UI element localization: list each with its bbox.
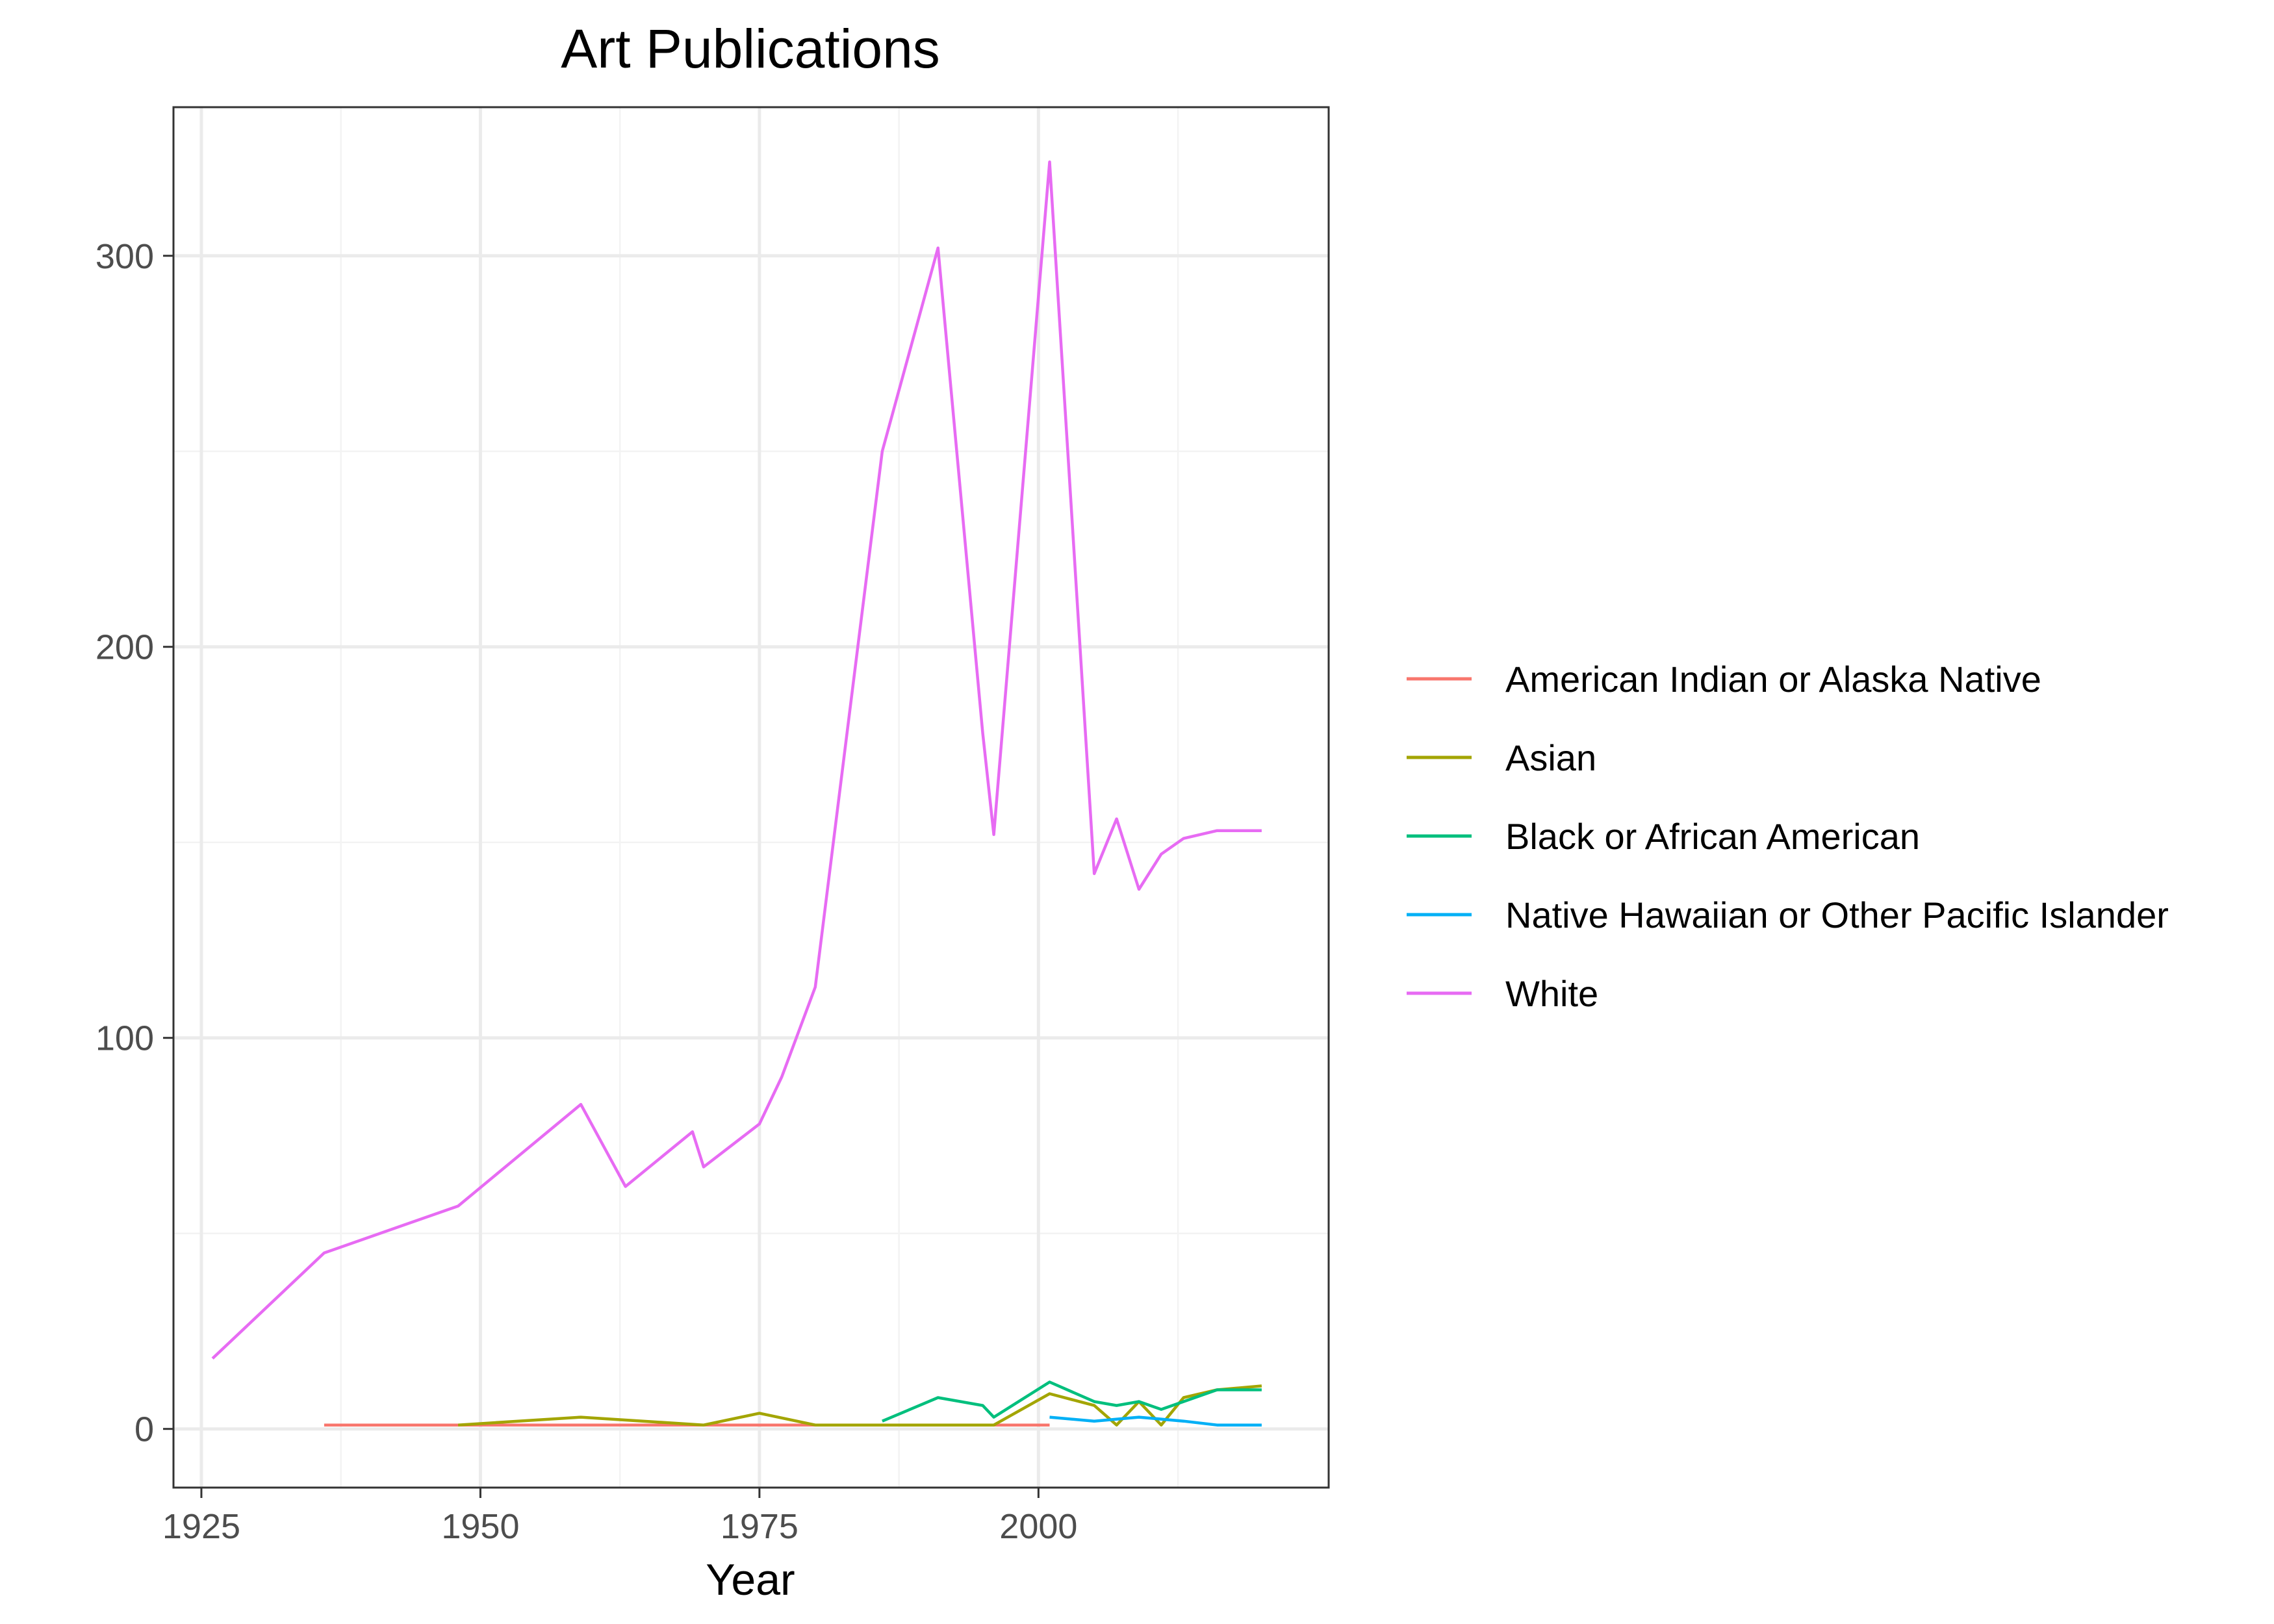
plot-panel-border [172, 106, 1330, 1489]
series-line-native-hawaiian-or-other-pacific-islander [1049, 1415, 1262, 1427]
x-tick-label: 1975 [721, 1507, 798, 1546]
x-tick-label: 1950 [441, 1507, 519, 1546]
axes: 1925 1950 1975 2000 0 100 200 300 [96, 237, 1078, 1546]
series-line-black-or-african-american [882, 1380, 1262, 1423]
legend-label: Native Hawaiian or Other Pacific Islande… [1505, 894, 2169, 935]
y-tick-label: 0 [134, 1410, 154, 1449]
x-tick-label: 2000 [999, 1507, 1077, 1546]
y-tick-label: 100 [96, 1019, 154, 1058]
legend-label: American Indian or Alaska Native [1505, 659, 2041, 700]
y-tick-label: 300 [96, 237, 154, 276]
gridlines [173, 107, 1329, 1488]
legend: American Indian or Alaska Native Asian Bla… [1407, 659, 2169, 1014]
y-tick-label: 200 [96, 628, 154, 667]
legend-label: Asian [1505, 737, 1596, 778]
series-lines [211, 160, 1262, 1427]
x-axis-title: Year [706, 1555, 795, 1605]
legend-label: Black or African American [1505, 816, 1920, 857]
legend-label: White [1505, 973, 1598, 1014]
series-line-white [211, 160, 1262, 1360]
chart-title: Art Publications [561, 18, 940, 79]
series-line-asian [457, 1384, 1262, 1427]
x-tick-label: 1925 [162, 1507, 240, 1546]
